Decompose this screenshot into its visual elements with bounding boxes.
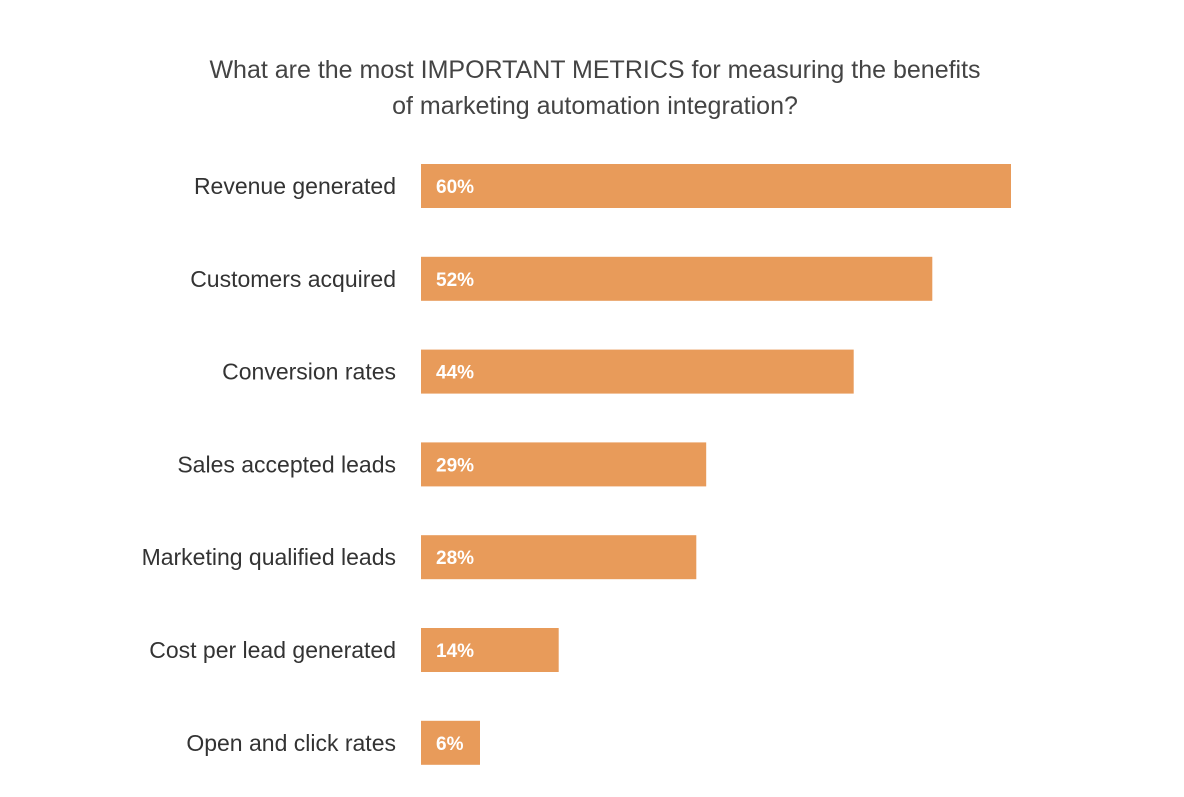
- bar-group: Sales accepted leads 29%: [177, 442, 707, 487]
- value-label: 29%: [436, 455, 474, 476]
- bar-group: Customers acquired 52%: [190, 256, 933, 301]
- value-label: 52%: [436, 270, 474, 291]
- value-label: 28%: [436, 548, 474, 569]
- chart-title-line-2: of marketing automation integration?: [392, 92, 798, 120]
- value-label: 60%: [436, 177, 474, 198]
- category-label: Sales accepted leads: [177, 451, 396, 477]
- bar: [421, 442, 707, 487]
- category-label: Open and click rates: [186, 730, 396, 756]
- bar-group: Revenue generated 60%: [194, 164, 1011, 208]
- bar-group: Conversion rates 44%: [222, 349, 854, 394]
- bar-group: Marketing qualified leads 28%: [142, 535, 697, 580]
- category-label: Customers acquired: [190, 266, 396, 292]
- bar: [421, 720, 480, 765]
- category-label: Revenue generated: [194, 173, 396, 199]
- chart-title: What are the most IMPORTANT METRICS for …: [0, 52, 1184, 124]
- bar: [421, 164, 1011, 208]
- category-label: Conversion rates: [222, 359, 396, 385]
- value-label: 6%: [436, 734, 464, 755]
- bar-group: Open and click rates 6%: [186, 720, 480, 765]
- bar: [421, 535, 697, 580]
- value-label: 14%: [436, 641, 474, 662]
- category-label: Marketing qualified leads: [142, 544, 396, 570]
- value-label: 44%: [436, 363, 474, 384]
- bar: [421, 349, 854, 394]
- bar-group: Cost per lead generated 14%: [149, 628, 559, 672]
- bar: [421, 256, 933, 301]
- bar: [421, 628, 559, 672]
- chart-title-line-1: What are the most IMPORTANT METRICS for …: [209, 56, 981, 84]
- category-label: Cost per lead generated: [149, 637, 396, 663]
